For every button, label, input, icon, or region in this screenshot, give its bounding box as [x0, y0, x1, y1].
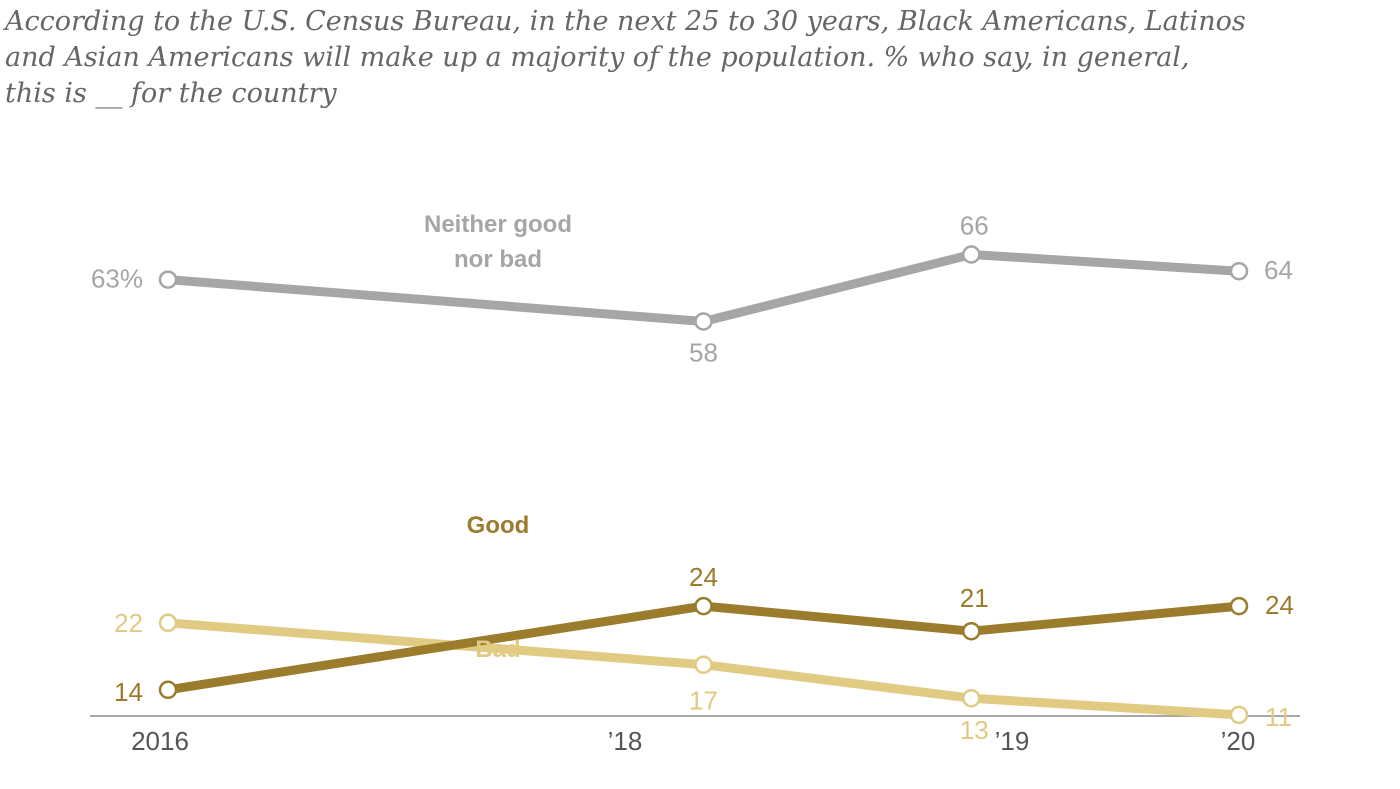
series-name-neither-0: Neither good: [424, 211, 572, 238]
data-label-neither-2: 66: [960, 210, 989, 240]
subtitle-line-3: this is __ for the country: [5, 78, 337, 109]
x-tick-label-0: 2016: [131, 726, 189, 756]
marker-neither-2: [962, 245, 981, 264]
data-label-neither-0: 63%: [91, 264, 143, 294]
data-label-good-2: 21: [960, 583, 989, 613]
data-label-bad-2: 13: [960, 715, 989, 745]
marker-bad-1: [694, 655, 713, 674]
chart-subtitle: According to the U.S. Census Bureau, in …: [5, 4, 1395, 112]
data-label-neither-3: 64: [1264, 255, 1293, 285]
marker-neither-0: [158, 270, 178, 289]
marker-neither-3: [1229, 261, 1249, 281]
series-line-neither: [163, 250, 1244, 326]
marker-good-3: [1229, 596, 1249, 616]
data-label-good-3: 24: [1265, 590, 1294, 620]
series-name-neither-1: nor bad: [454, 246, 542, 273]
x-tick-label-2: ’19: [995, 726, 1030, 756]
data-label-good-0: 14: [114, 677, 143, 707]
data-label-bad-3: 11: [1265, 702, 1292, 732]
marker-bad-2: [962, 688, 981, 708]
subtitle-line-2: and Asian Americans will make up a major…: [5, 42, 1190, 73]
subtitle-line-1: According to the U.S. Census Bureau, in …: [5, 6, 1246, 37]
marker-bad-0: [158, 613, 178, 633]
x-tick-label-1: ’18: [608, 726, 643, 756]
data-label-good-1: 24: [689, 562, 718, 592]
data-label-bad-1: 17: [689, 686, 718, 716]
data-label-bad-0: 22: [114, 608, 143, 638]
series-name-good-0: Good: [467, 512, 530, 539]
marker-good-0: [158, 680, 178, 700]
x-tick-label-3: ’20: [1221, 726, 1256, 756]
marker-good-1: [694, 596, 713, 616]
marker-neither-1: [694, 312, 713, 331]
series-name-bad-0: Bad: [475, 636, 520, 663]
series-line-good: [163, 601, 1244, 695]
data-label-neither-1: 58: [689, 337, 718, 367]
marker-good-2: [962, 621, 981, 641]
marker-bad-3: [1229, 705, 1249, 725]
